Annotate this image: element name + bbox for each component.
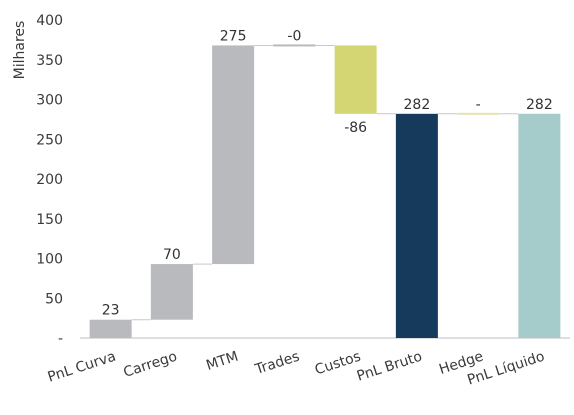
bar-trades [273, 44, 316, 47]
bar-carrego [150, 264, 193, 320]
bar-custos [334, 45, 377, 114]
connectors [131, 44, 519, 321]
bar-pnl-bruto [395, 113, 438, 338]
bar-pnl-curva [89, 319, 132, 338]
y-tick-label: 400 [36, 13, 63, 29]
x-tick-label: MTM [204, 349, 240, 374]
data-label: 275 [220, 28, 247, 44]
data-label: - [476, 97, 481, 113]
x-tick-label: Trades [252, 349, 301, 379]
x-tick-label: Carrego [121, 349, 179, 381]
y-tick-label: 150 [36, 212, 63, 228]
y-tick-label: 100 [36, 252, 63, 268]
y-tick-label: 50 [45, 291, 63, 307]
y-axis: - 50 100 150 200 250 300 350 400 [36, 13, 63, 347]
data-label: -86 [344, 120, 367, 136]
data-label: 70 [163, 247, 181, 263]
y-tick-label: 300 [36, 93, 63, 109]
y-tick-label: 250 [36, 132, 63, 148]
data-label: 282 [526, 97, 553, 113]
data-label: -0 [287, 28, 301, 44]
data-label: 23 [102, 303, 120, 319]
bars [89, 44, 561, 338]
bar-pnl-l-quido [518, 113, 561, 338]
x-tick-label: PnL Bruto [355, 349, 424, 385]
data-labels: 23 70 275 -0 -86 282 - 282 [102, 28, 553, 318]
x-tick-label: PnL Curva [46, 349, 118, 386]
bar-hedge [457, 112, 500, 115]
y-axis-label: Milhares [12, 21, 28, 80]
y-tick-label: 350 [36, 53, 63, 69]
data-label: 282 [404, 97, 431, 113]
bar-mtm [212, 45, 255, 265]
y-tick-label: - [58, 331, 63, 347]
y-tick-label: 200 [36, 172, 63, 188]
